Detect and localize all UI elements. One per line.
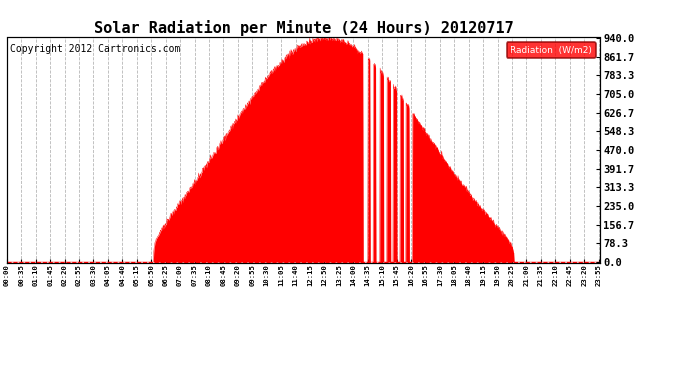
Legend: Radiation  (W/m2): Radiation (W/m2) [506, 42, 595, 58]
Title: Solar Radiation per Minute (24 Hours) 20120717: Solar Radiation per Minute (24 Hours) 20… [94, 20, 513, 36]
Text: Copyright 2012 Cartronics.com: Copyright 2012 Cartronics.com [10, 44, 180, 54]
